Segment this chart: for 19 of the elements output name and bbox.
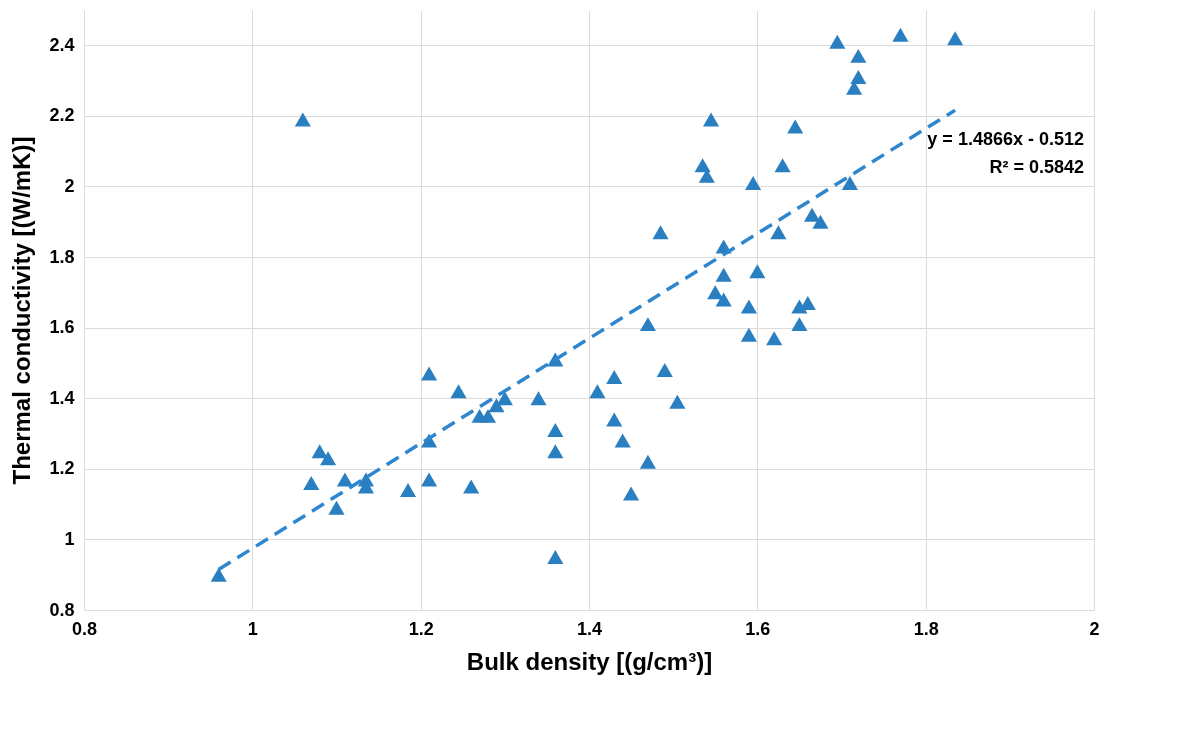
- y-tick-label: 1: [64, 528, 75, 549]
- x-tick-label: 1.4: [576, 618, 603, 639]
- x-tick-label: 2: [1089, 618, 1100, 639]
- x-tick-label: 1.6: [745, 618, 771, 639]
- y-tick-label: 1.4: [49, 387, 75, 408]
- y-tick-label: 2.2: [49, 105, 75, 126]
- y-tick-label: 1.2: [49, 458, 75, 479]
- annotation: R² = 0.5842: [989, 157, 1084, 177]
- y-tick-label: 2.4: [49, 34, 75, 55]
- y-axis-title: Thermal conductivity [(W/mK)]: [8, 136, 36, 485]
- y-tick-label: 1.8: [49, 246, 75, 267]
- annotation: y = 1.4866x - 0.512: [927, 129, 1084, 149]
- x-tick-label: 1: [247, 618, 258, 639]
- x-tick-label: 1.2: [408, 618, 434, 639]
- x-tick-label: 1.8: [913, 618, 939, 639]
- x-axis-title: Bulk density [(g/cm³)]: [466, 647, 713, 675]
- y-tick-label: 0.8: [49, 599, 75, 620]
- y-tick-label: 2: [64, 175, 75, 196]
- y-tick-label: 1.6: [49, 317, 75, 338]
